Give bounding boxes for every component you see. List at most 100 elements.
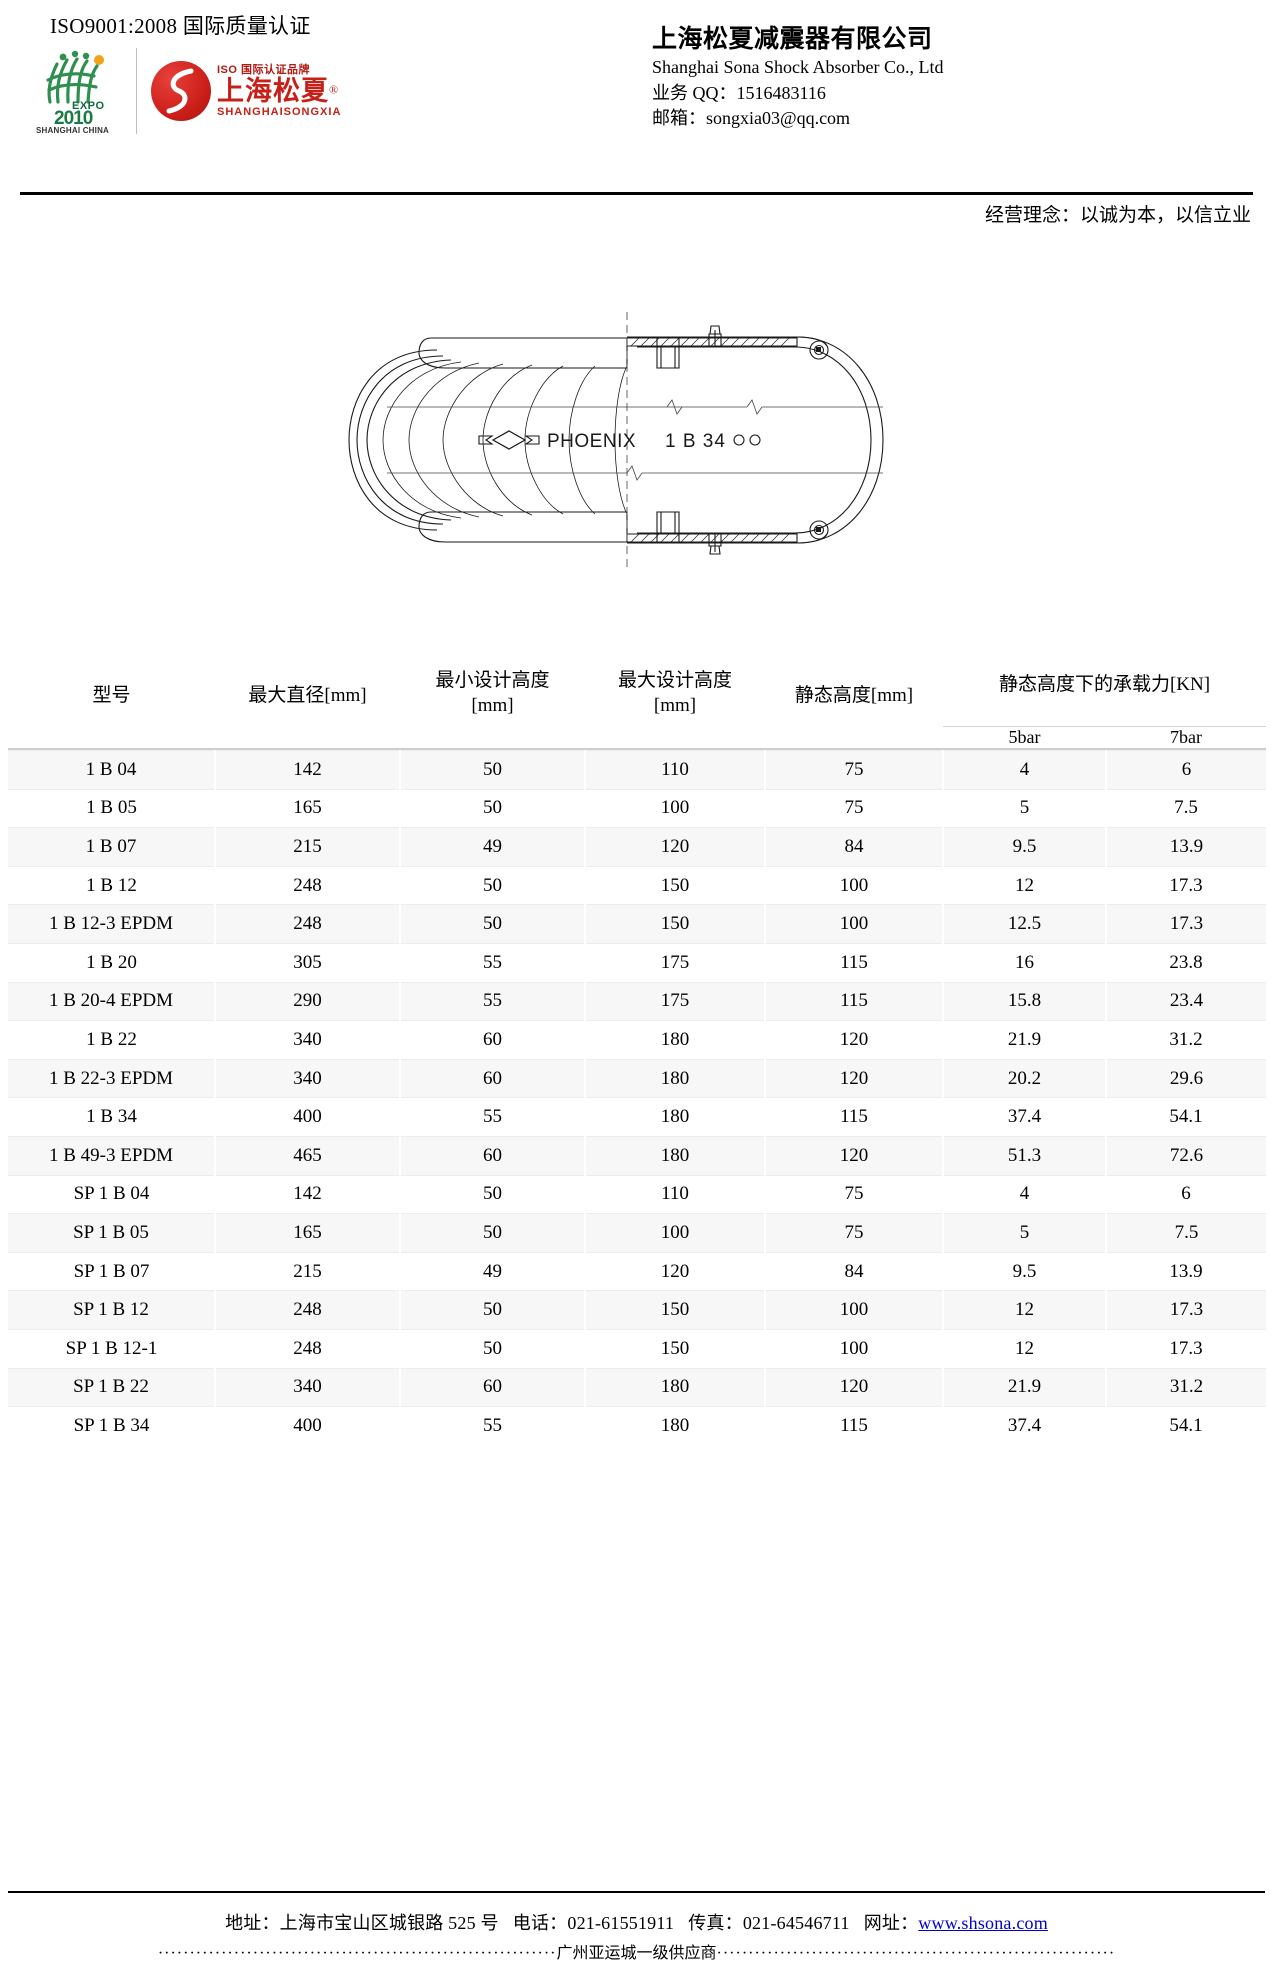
cell-model: SP 1 B 04 — [73, 1183, 150, 1205]
cell-load_7bar: 6 — [1181, 1183, 1191, 1205]
th-load-7bar: 7bar — [1170, 726, 1202, 747]
footer-website-link[interactable]: www.shsona.com — [918, 1913, 1048, 1933]
footer-banner-line: ········································… — [0, 1939, 1273, 1963]
expo-city-label: SHANGHAI CHINA — [36, 126, 110, 135]
cell-max_diameter: 465 — [214, 1135, 400, 1176]
table-row: SP 1 B 12-1 248 50 150 100 12 17.3 — [8, 1329, 1266, 1368]
th-model: 型号 — [92, 685, 131, 707]
cell-min_height: 60 — [399, 1367, 585, 1408]
cell-static_height: 75 — [764, 750, 943, 790]
songxia-brand-logo: ISO 国际认证品牌 上海松夏® SHANGHAISONGXIA — [151, 61, 341, 121]
songxia-name-en: SHANGHAISONGXIA — [217, 105, 342, 118]
cell-static_height: 100 — [839, 874, 869, 896]
footer-address-label: 地址： — [225, 1913, 280, 1933]
cell-max_diameter: 400 — [293, 1106, 322, 1128]
cell-max_diameter: 142 — [293, 1183, 322, 1205]
cell-model: SP 1 B 12 — [8, 1290, 215, 1330]
table-row: SP 1 B 04 142 50 110 75 4 6 — [8, 1175, 1266, 1214]
specification-table: 型号 最大直径[mm] 最小设计高度 [mm] 最大设计高度 [mm] — [8, 640, 1266, 1445]
cell-model: SP 1 B 05 — [8, 1213, 215, 1253]
table-row: 1 B 20-4 EPDM 290 55 175 115 15.8 23.4 — [8, 981, 1266, 1022]
footer-dots-right: ········································… — [716, 1945, 1116, 1962]
cell-load_5bar: 16 — [1015, 951, 1034, 973]
cell-max_diameter: 165 — [293, 797, 322, 819]
cell-max_diameter: 142 — [214, 750, 400, 790]
cell-max_diameter: 248 — [293, 1337, 322, 1359]
cell-max_height: 110 — [661, 1183, 689, 1205]
cell-max_height: 180 — [660, 1028, 690, 1050]
iso-certification-text: ISO9001:2008 国际质量认证 — [50, 14, 311, 38]
cell-min_height: 60 — [399, 1135, 585, 1176]
cell-model: SP 1 B 12-1 — [65, 1337, 158, 1359]
cell-max_height: 150 — [584, 904, 765, 944]
table-row: SP 1 B 12 248 50 150 100 12 17.3 — [8, 1290, 1266, 1330]
songxia-s-mark-icon — [151, 61, 211, 121]
cell-min_height: 49 — [399, 827, 585, 867]
cell-load_5bar: 9.5 — [1012, 1260, 1037, 1282]
footer-phone-value: 021-61551911 — [567, 1913, 675, 1933]
cell-load_7bar: 17.3 — [1169, 1337, 1203, 1359]
cell-max_diameter: 248 — [214, 1290, 400, 1330]
th-max-design-height: 最大设计高度 [mm] — [585, 640, 765, 749]
cell-load_5bar: 37.4 — [1007, 1106, 1042, 1128]
cell-static_height: 84 — [764, 827, 943, 867]
cell-load_7bar: 72.6 — [1105, 1135, 1266, 1176]
th-min-design-height-unit: [mm] — [471, 694, 514, 716]
cell-max_diameter: 290 — [214, 981, 400, 1022]
cell-max_diameter: 400 — [293, 1415, 322, 1437]
cell-max_height: 150 — [660, 874, 690, 896]
cell-max_height: 150 — [660, 1337, 690, 1359]
cell-min_height: 49 — [483, 1260, 502, 1282]
cell-max_height: 100 — [584, 1213, 765, 1253]
cell-model: 1 B 04 — [8, 750, 215, 790]
table-row: 1 B 12 248 50 150 100 12 17.3 — [8, 866, 1266, 905]
cell-model: 1 B 05 — [86, 797, 137, 819]
drawing-model-label: 1 B 34 — [665, 431, 726, 452]
table-head: 型号 最大直径[mm] 最小设计高度 [mm] 最大设计高度 [mm] — [8, 640, 1266, 751]
cell-model: 1 B 20-4 EPDM — [8, 981, 215, 1022]
cell-load_5bar: 4 — [942, 750, 1106, 790]
cell-model: 1 B 22 — [86, 1028, 137, 1050]
company-name-cn: 上海松夏减震器有限公司 — [652, 26, 933, 53]
cell-min_height: 50 — [483, 797, 502, 819]
company-slogan: 经营理念：以诚为本，以信立业 — [984, 205, 1251, 226]
cell-static_height: 120 — [764, 1135, 943, 1176]
specification-table-wrap: 型号 最大直径[mm] 最小设计高度 [mm] 最大设计高度 [mm] — [8, 640, 1266, 1445]
air-spring-technical-drawing: PHOENIX 1 B 34 — [0, 290, 1273, 630]
th-min-design-height-text: 最小设计高度 — [435, 670, 550, 692]
cell-model: SP 1 B 22 — [8, 1367, 215, 1408]
cell-static_height: 115 — [764, 981, 943, 1022]
cell-model: SP 1 B 34 — [73, 1415, 150, 1437]
cell-min_height: 50 — [483, 874, 502, 896]
table-header-rule — [8, 747, 1266, 751]
company-email: 邮箱：songxia03@qq.com — [652, 108, 851, 129]
cell-load_7bar: 29.6 — [1105, 1058, 1266, 1099]
cell-min_height: 55 — [483, 1106, 502, 1128]
th-max-design-height-text: 最大设计高度 — [617, 670, 732, 692]
th-load-5bar: 5bar — [1008, 726, 1041, 747]
table-row: 1 B 22-3 EPDM 340 60 180 120 20.2 29.6 — [8, 1058, 1266, 1099]
cell-max_height: 180 — [584, 1367, 765, 1408]
cell-load_7bar: 23.4 — [1105, 981, 1266, 1022]
cell-load_7bar: 17.3 — [1105, 1290, 1266, 1330]
cell-static_height: 115 — [840, 1415, 868, 1437]
cell-static_height: 75 — [844, 1183, 864, 1205]
logo-divider — [136, 48, 137, 134]
cell-min_height: 50 — [483, 1337, 502, 1359]
table-row: SP 1 B 05 165 50 100 75 5 7.5 — [8, 1213, 1266, 1253]
th-min-design-height: 最小设计高度 [mm] — [400, 640, 585, 749]
cell-max_height: 180 — [660, 1106, 690, 1128]
registered-mark-icon: ® — [329, 82, 339, 97]
header-divider-rule — [20, 192, 1253, 195]
air-spring-section-svg: PHOENIX 1 B 34 — [347, 312, 884, 568]
table-body: 1 B 04 142 50 110 75 4 6 1 B 05 165 50 100 75 5 7.5 1 … — [8, 750, 1266, 1446]
cell-model: 1 B 49-3 EPDM — [8, 1135, 215, 1176]
table-row: 1 B 05 165 50 100 75 5 7.5 — [8, 789, 1266, 828]
expo-people-icon — [46, 50, 104, 104]
cell-min_height: 50 — [399, 1290, 585, 1330]
cell-load_5bar: 37.4 — [1007, 1415, 1042, 1437]
cell-min_height: 55 — [483, 1415, 502, 1437]
footer-divider-rule — [8, 1891, 1265, 1893]
footer-fax-value: 021-64546711 — [742, 1913, 850, 1933]
cell-load_7bar: 17.3 — [1169, 874, 1203, 896]
